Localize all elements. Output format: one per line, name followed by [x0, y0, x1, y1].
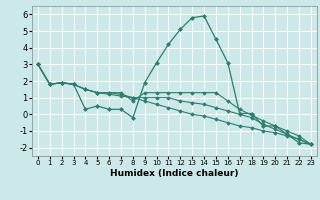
X-axis label: Humidex (Indice chaleur): Humidex (Indice chaleur) — [110, 169, 239, 178]
